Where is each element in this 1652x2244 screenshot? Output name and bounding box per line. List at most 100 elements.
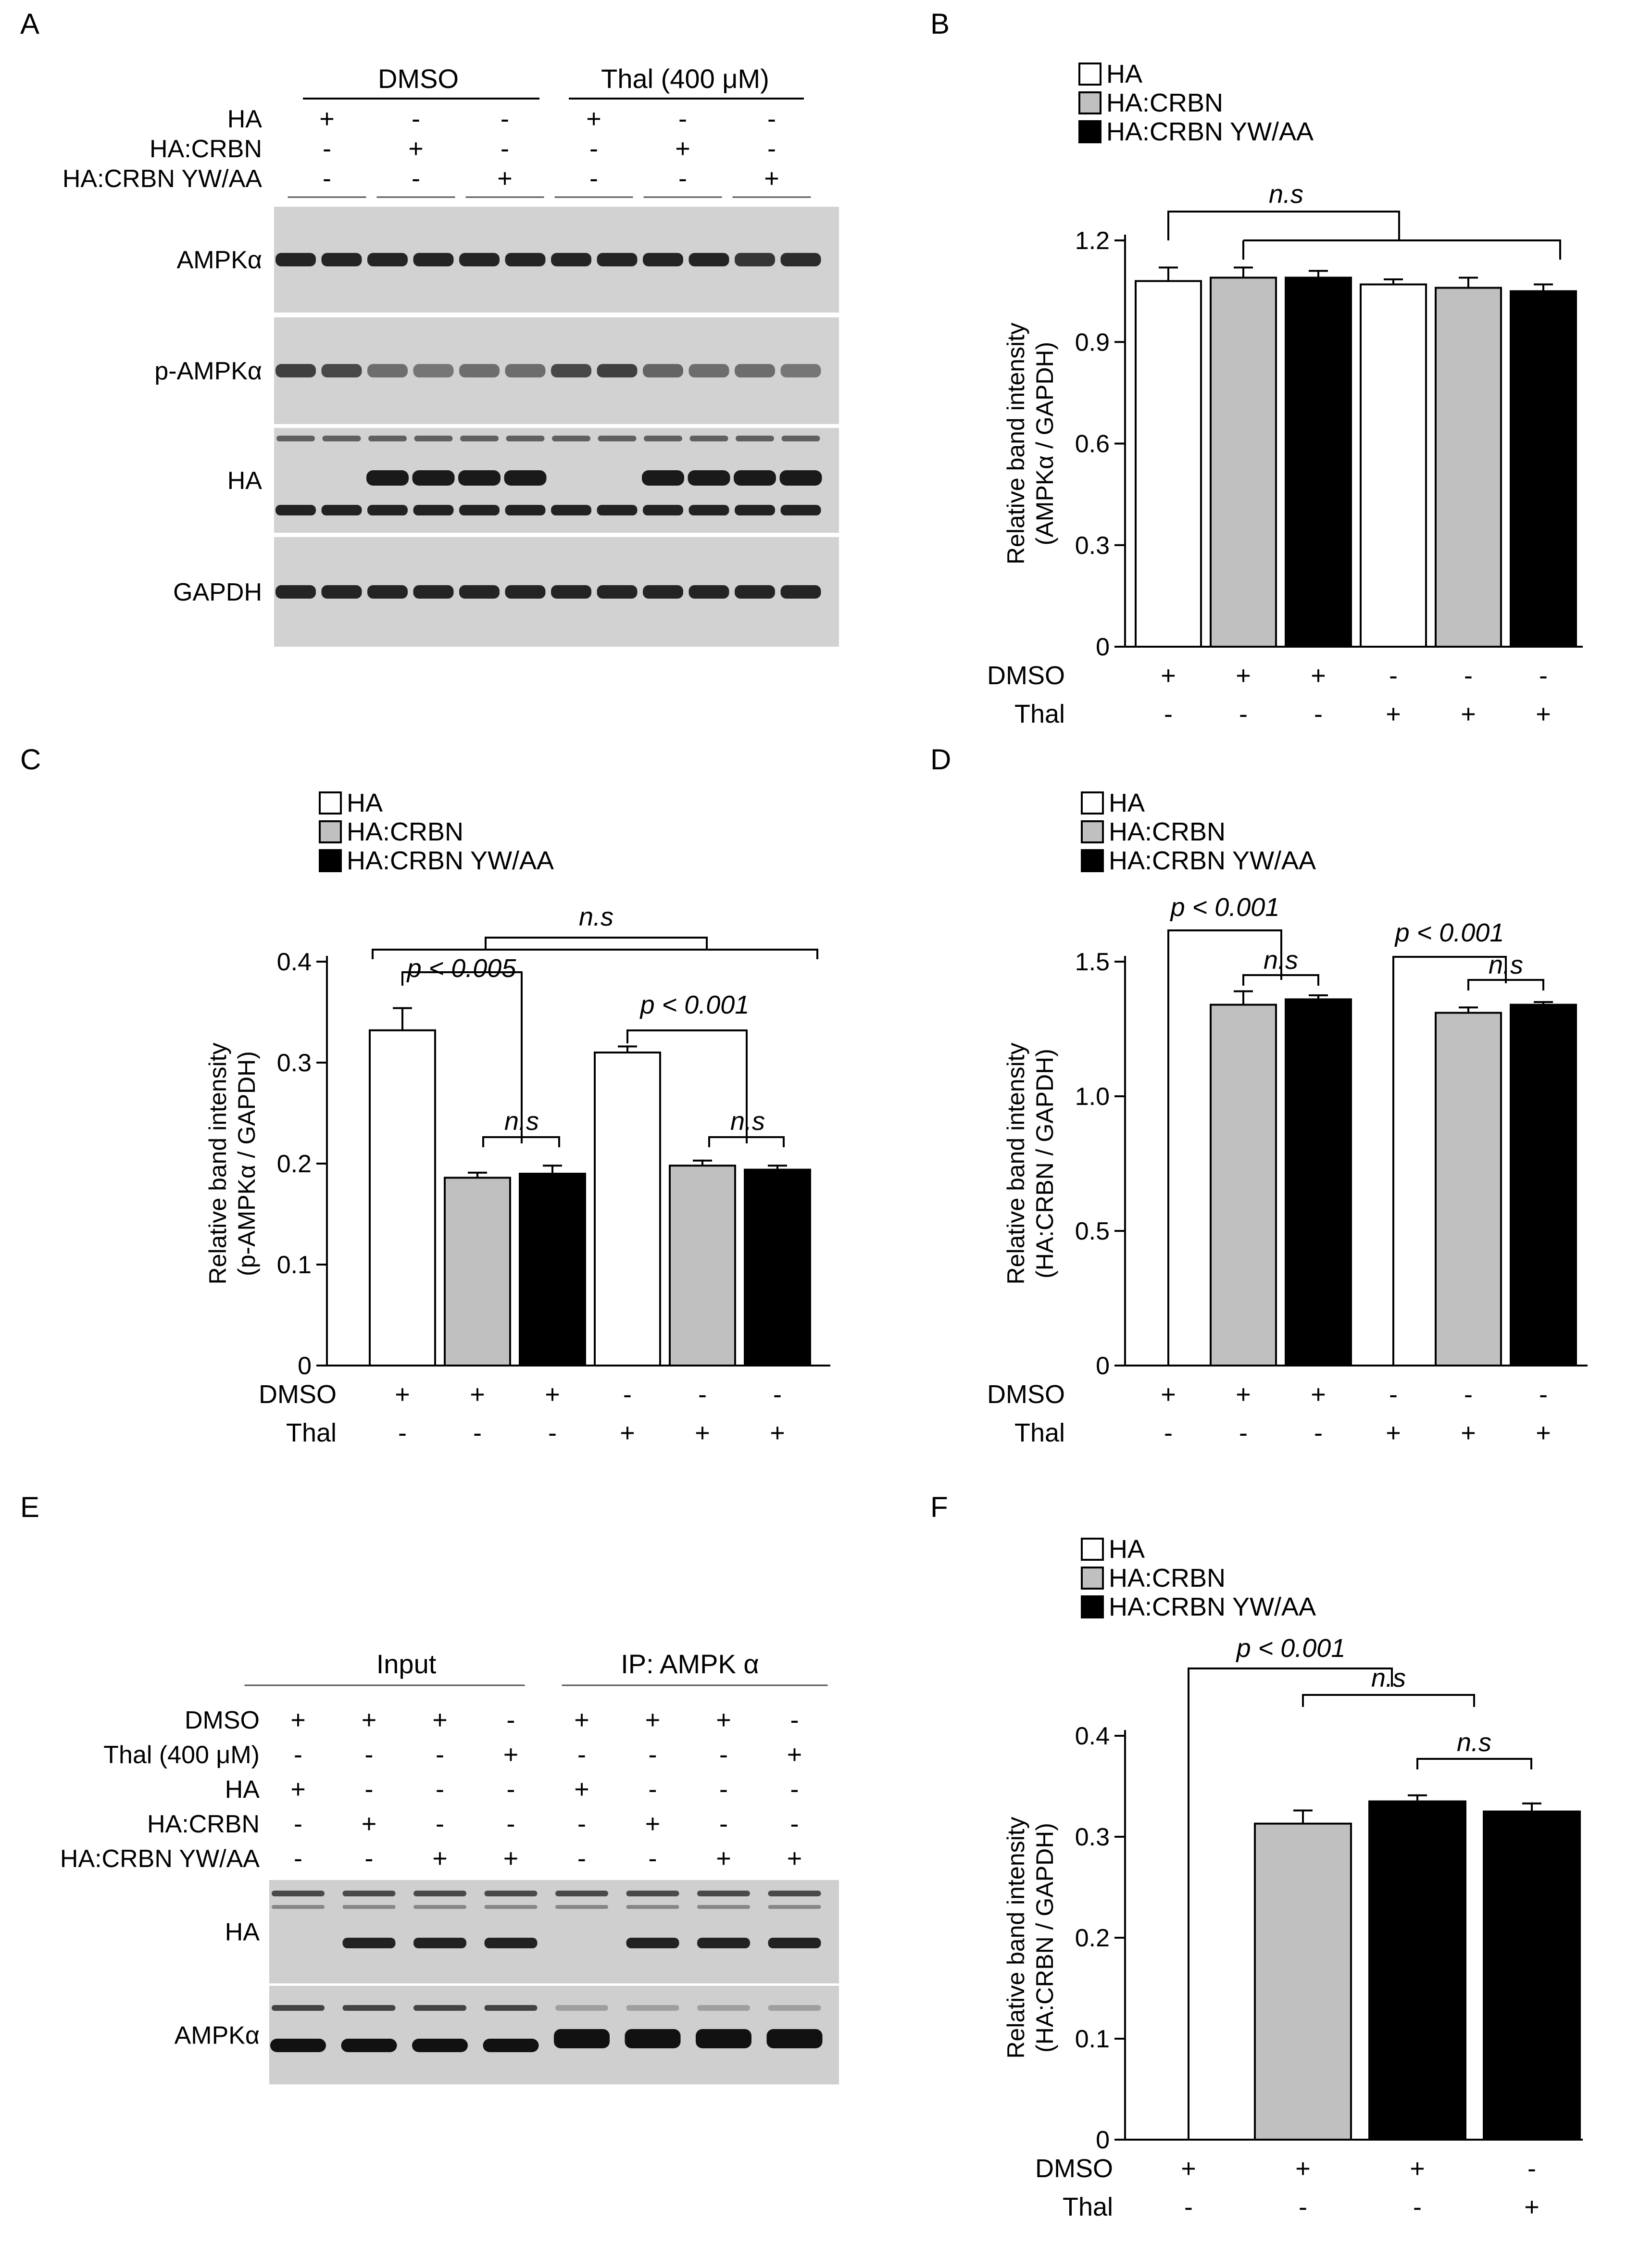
row-label: HA:CRBN: [147, 1810, 260, 1838]
blot-label: HA: [227, 467, 263, 495]
band: [484, 1891, 538, 1896]
band: [697, 2005, 750, 2011]
blot-label: p-AMPKα: [154, 357, 262, 385]
band: [597, 505, 638, 515]
band: [643, 585, 683, 599]
condition-mark: -: [1239, 700, 1248, 728]
row-mark: +: [319, 104, 335, 133]
band: [321, 585, 362, 599]
blot-strip: [269, 1880, 839, 1983]
band: [459, 253, 500, 266]
row-mark: +: [586, 104, 601, 133]
significance-bracket: [482, 1136, 560, 1147]
legend-label: HA: [1109, 789, 1145, 817]
row-mark: -: [577, 1740, 586, 1769]
band: [321, 505, 362, 515]
band: [735, 585, 775, 599]
row-label: DMSO: [185, 1706, 260, 1734]
significance-bracket: [626, 1029, 748, 1143]
bar: [744, 1168, 811, 1367]
condition-mark: +: [470, 1380, 485, 1409]
band: [458, 470, 501, 486]
bar: [1435, 287, 1502, 648]
group-label: DMSO: [378, 63, 459, 94]
band: [413, 505, 454, 515]
band: [736, 436, 774, 441]
row-label: HA: [225, 1776, 260, 1804]
blot-label: AMPKα: [175, 2022, 260, 2050]
condition-mark: -: [1527, 2154, 1536, 2183]
band: [697, 1938, 750, 1948]
significance-bracket: [1167, 211, 1400, 240]
band: [551, 253, 591, 266]
band: [460, 436, 499, 441]
row-mark: -: [719, 1809, 728, 1838]
significance-label: p < 0.001: [1394, 918, 1504, 947]
legend-label: HA: [1106, 60, 1142, 88]
condition-mark: -: [1314, 700, 1323, 728]
row-mark: -: [294, 1844, 302, 1873]
band: [413, 585, 454, 599]
band: [341, 2039, 397, 2052]
row-label: HA: [227, 105, 263, 133]
condition-mark: -: [1299, 2193, 1307, 2221]
condition-mark: +: [620, 1418, 635, 1447]
group-label: Thal (400 μM): [601, 63, 769, 94]
band: [414, 436, 453, 441]
condition-mark: +: [1236, 661, 1251, 690]
band: [768, 1938, 821, 1948]
band: [413, 253, 454, 266]
legend-swatch: [1081, 1595, 1104, 1618]
row-mark: -: [294, 1809, 302, 1838]
band: [625, 2029, 681, 2048]
row-mark: -: [649, 1775, 657, 1804]
y-tick-label: 0.4: [1075, 1722, 1110, 1750]
row-mark: -: [719, 1775, 728, 1804]
legend-label: HA:CRBN: [1106, 88, 1223, 117]
legend-label: HA:CRBN YW/AA: [1106, 117, 1314, 146]
condition-mark: -: [773, 1380, 782, 1409]
row-mark: -: [507, 1705, 515, 1734]
row-mark: +: [290, 1775, 306, 1804]
band: [413, 2005, 466, 2011]
band: [551, 505, 591, 515]
blot-label: AMPKα: [177, 246, 262, 274]
band: [459, 585, 500, 599]
row-mark: -: [790, 1705, 799, 1734]
band: [555, 2005, 608, 2011]
y-axis-label: (HA:CRBN / GAPDH): [1031, 1049, 1058, 1279]
blot-label: GAPDH: [173, 578, 262, 606]
band: [505, 585, 546, 599]
legend-label: HA:CRBN: [1109, 817, 1226, 846]
legend-label: HA:CRBN: [1109, 1564, 1226, 1592]
condition-label: Thal: [286, 1418, 337, 1447]
band: [367, 505, 408, 515]
condition-mark: +: [1311, 661, 1326, 690]
band: [413, 1905, 466, 1909]
band: [642, 470, 684, 486]
row-label: HA:CRBN YW/AA: [63, 165, 262, 193]
band: [484, 2005, 538, 2011]
condition-mark: +: [695, 1418, 710, 1447]
bar: [1368, 1800, 1466, 2141]
row-mark: -: [589, 164, 598, 193]
condition-mark: +: [1161, 661, 1176, 690]
band: [551, 585, 591, 599]
condition-mark: +: [395, 1380, 410, 1409]
bar: [1210, 1003, 1277, 1367]
significance-bracket: [1416, 1758, 1532, 1769]
band: [342, 1891, 396, 1896]
row-mark: +: [716, 1705, 731, 1734]
y-tick-label: 0.2: [277, 1150, 312, 1178]
row-mark: -: [507, 1809, 515, 1838]
band: [696, 2029, 751, 2048]
band: [270, 2039, 326, 2052]
condition-mark: -: [1539, 1380, 1548, 1409]
bar: [1435, 1012, 1502, 1366]
row-mark: -: [649, 1844, 657, 1873]
y-axis-label: Relative band intensity: [204, 1042, 231, 1284]
band: [505, 505, 546, 515]
band: [366, 470, 409, 486]
